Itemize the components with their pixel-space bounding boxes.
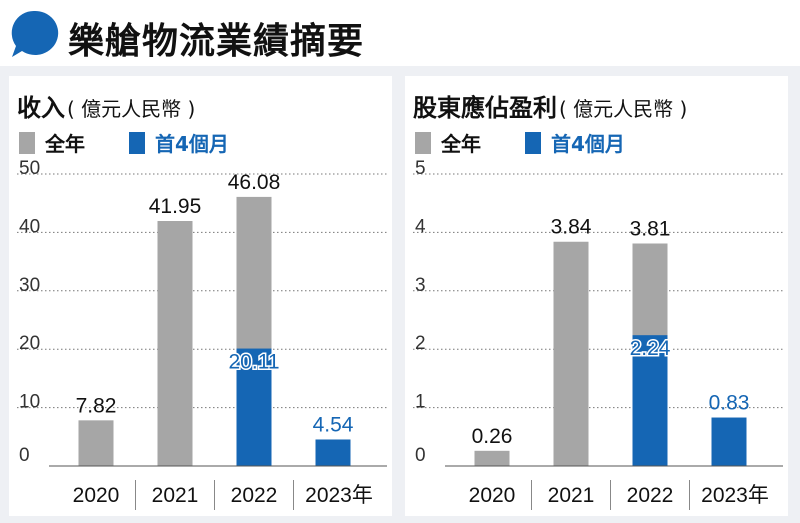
legend-label-first-4-months: 首4個月	[551, 132, 625, 156]
data-label: 20.11	[229, 351, 280, 374]
speech-bubble-icon	[11, 10, 59, 57]
y-tick-label: 1	[415, 392, 426, 413]
chart-title: 股東應佔盈利( 億元人民幣 )	[413, 88, 687, 123]
data-label: 0.26	[472, 425, 513, 448]
legend-label-full-year: 全年	[441, 132, 481, 156]
legend-item-full-year: 全年	[415, 128, 481, 157]
y-tick-label: 0	[19, 445, 30, 466]
legend-swatch-full-year	[415, 131, 431, 154]
data-label: 3.81	[630, 217, 671, 240]
x-tick-label: 2023年	[701, 484, 769, 507]
data-label: 41.95	[149, 195, 202, 218]
y-tick-label: 5	[415, 158, 426, 179]
y-tick-label: 50	[19, 158, 40, 179]
legend-label-full-year: 全年	[45, 132, 85, 156]
x-tick-label: 2022	[231, 484, 278, 507]
chart-title-text: 收入	[17, 94, 65, 122]
y-tick-label: 3	[415, 275, 426, 296]
bar	[236, 348, 272, 466]
data-label: 0.83	[709, 392, 750, 415]
chart-unit: ( 億元人民幣 )	[67, 97, 196, 121]
bar	[632, 335, 668, 466]
legend-swatch-full-year	[19, 131, 35, 154]
profit-panel: 股東應佔盈利( 億元人民幣 ) 全年 首4個月 0 1 2 3 4 5 0.26 3.84 3.…	[405, 76, 788, 516]
y-tick-label: 2	[415, 333, 426, 354]
legend-item-first-4-months: 首4個月	[129, 128, 229, 157]
data-label: 46.08	[228, 171, 281, 194]
x-tick-label: 2020	[73, 484, 120, 507]
bar	[157, 221, 193, 466]
legend-swatch-first-4-months	[129, 131, 145, 154]
page-title: 樂艙物流業績摘要	[68, 21, 365, 62]
bar	[315, 439, 351, 466]
header: 樂艙物流業績摘要	[0, 0, 800, 66]
bar	[711, 417, 747, 466]
chart-unit: ( 億元人民幣 )	[559, 97, 688, 121]
revenue-bar-chart: 0 10 20 30 40 50 7.82 41.95 46.08 20.11 4.54 2020 20…	[17, 158, 387, 510]
y-tick-label: 20	[19, 333, 40, 354]
revenue-panel: 收入( 億元人民幣 ) 全年 首4個月 0 10 20 30 40 50 7.82 41.95…	[9, 76, 392, 516]
legend-label-first-4-months: 首4個月	[155, 132, 229, 156]
x-tick-label: 2020	[469, 484, 516, 507]
profit-bar-chart: 0 1 2 3 4 5 0.26 3.84 3.81 2.24 0.83 2020 2021 2022 20…	[413, 158, 783, 510]
x-tick-label: 2021	[152, 484, 199, 507]
x-tick-label: 2021	[548, 484, 595, 507]
y-tick-label: 40	[19, 216, 40, 237]
y-tick-label: 0	[415, 445, 426, 466]
bar	[474, 450, 510, 466]
x-tick-label: 2022	[627, 484, 674, 507]
legend-item-full-year: 全年	[19, 128, 85, 157]
bar	[78, 420, 114, 466]
bar	[553, 241, 589, 466]
y-tick-label: 10	[19, 392, 40, 413]
chart-title-text: 股東應佔盈利	[413, 94, 557, 122]
y-tick-label: 4	[415, 216, 426, 237]
data-label: 2.24	[630, 337, 671, 360]
legend-swatch-first-4-months	[525, 131, 541, 154]
y-tick-label: 30	[19, 275, 40, 296]
data-label: 7.82	[76, 394, 117, 417]
x-tick-label: 2023年	[305, 484, 373, 507]
legend-item-first-4-months: 首4個月	[525, 128, 625, 157]
data-label: 3.84	[551, 216, 592, 239]
data-label: 4.54	[313, 413, 354, 436]
chart-title: 收入( 億元人民幣 )	[17, 88, 195, 123]
